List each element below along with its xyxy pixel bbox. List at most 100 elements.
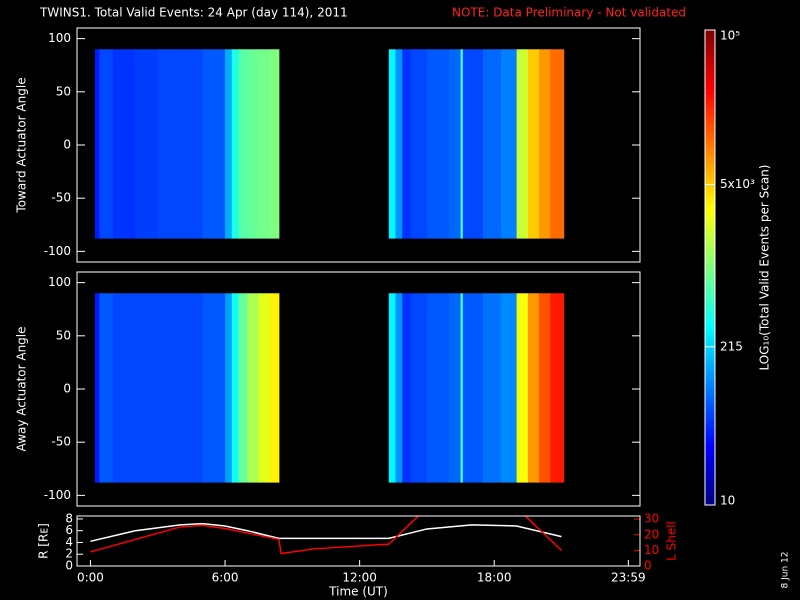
- colorbar-segment: [705, 493, 715, 498]
- heatmap-cell: [135, 49, 159, 239]
- axis-label: L Shell: [665, 521, 679, 561]
- heatmap-cell: [180, 293, 204, 483]
- colorbar-segment: [705, 109, 715, 114]
- colorbar-segment: [705, 93, 715, 98]
- colorbar-segment: [705, 406, 715, 411]
- y-tick-label: 0: [65, 559, 73, 573]
- colorbar-segment: [705, 247, 715, 253]
- y-axis-label: Toward Actuator Angle: [15, 77, 29, 213]
- x-tick-label: 18:00: [477, 571, 512, 585]
- colorbar-segment: [705, 425, 715, 431]
- colorbar-segment: [705, 433, 715, 439]
- heatmap-cell: [462, 49, 484, 239]
- heatmap-cell: [516, 293, 529, 483]
- heatmap-cell: [449, 293, 462, 483]
- heatmap-cell: [258, 49, 271, 239]
- heatmap-cell: [462, 293, 484, 483]
- y-tick-label: -100: [44, 244, 71, 258]
- colorbar-segment: [705, 453, 715, 458]
- colorbar-segment: [705, 259, 715, 265]
- colorbar-segment: [705, 204, 715, 209]
- y-tick-label: 0: [63, 138, 71, 152]
- heatmap-cell: [500, 49, 518, 239]
- colorbar-segment: [705, 394, 715, 399]
- frame: [76, 515, 641, 567]
- y-tick-label: 8: [65, 511, 73, 525]
- colorbar-segment: [705, 322, 715, 328]
- colorbar-segment: [705, 49, 715, 55]
- colorbar-segment: [705, 227, 715, 233]
- frame: [76, 271, 641, 507]
- colorbar-segment: [705, 251, 715, 257]
- colorbar-segment: [705, 85, 715, 90]
- colorbar-segment: [705, 473, 715, 478]
- colorbar-segment: [705, 188, 715, 193]
- colorbar-segment: [705, 469, 715, 474]
- colorbar-segment: [705, 398, 715, 403]
- heatmap-cell: [539, 49, 551, 239]
- colorbar-segment: [705, 366, 715, 371]
- heatmap-cell: [402, 293, 412, 483]
- colorbar-segment: [705, 295, 715, 300]
- colorbar-segment: [705, 374, 715, 379]
- colorbar-segment: [705, 200, 715, 205]
- heatmap-cell: [449, 49, 462, 239]
- heatmap-cell: [269, 293, 280, 483]
- colorbar-segment: [705, 81, 715, 86]
- colorbar-segment: [705, 97, 715, 102]
- colorbar-segment: [705, 172, 715, 177]
- heatmap-cell: [411, 293, 428, 483]
- colorbar-segment: [705, 489, 715, 494]
- colorbar-segment: [705, 386, 715, 391]
- heatmap-cell: [238, 49, 248, 239]
- colorbar-segment: [705, 477, 715, 482]
- colorbar-segment: [705, 121, 715, 126]
- colorbar-segment: [705, 429, 715, 435]
- colorbar-segment: [705, 437, 715, 443]
- colorbar-tick-label: 10: [720, 494, 735, 508]
- colorbar-segment: [705, 457, 715, 462]
- x-tick-label: 0:00: [77, 571, 104, 585]
- frame: [76, 27, 641, 263]
- colorbar-label: LOG₁₀(Total Valid Events per Scan): [758, 165, 772, 371]
- colorbar-segment: [705, 318, 715, 324]
- colorbar-segment: [705, 144, 715, 150]
- colorbar-segment: [705, 53, 715, 59]
- colorbar-segment: [705, 291, 715, 296]
- heatmap-cell: [395, 293, 403, 483]
- heatmap-cell: [247, 293, 260, 483]
- axis-label: R [Rᴇ]: [37, 523, 51, 559]
- heatmap-cell: [99, 293, 114, 483]
- colorbar-segment: [705, 303, 715, 308]
- heatmap-cell: [426, 49, 450, 239]
- colorbar-segment: [705, 402, 715, 407]
- heatmap-cell: [500, 293, 518, 483]
- y-tick-label: 0: [644, 559, 652, 573]
- colorbar-segment: [705, 128, 715, 134]
- colorbar-segment: [705, 220, 715, 225]
- y-tick-label: 6: [65, 523, 73, 537]
- heatmap-cell: [482, 49, 502, 239]
- heatmap-cell: [258, 293, 271, 483]
- colorbar-segment: [705, 334, 715, 340]
- heatmap-cell: [411, 49, 428, 239]
- colorbar-segment: [705, 465, 715, 470]
- heatmap-cell: [99, 49, 114, 239]
- colorbar-segment: [705, 223, 715, 229]
- heatmap-cell: [550, 293, 565, 483]
- heatmap-cell: [157, 293, 181, 483]
- colorbar-segment: [705, 390, 715, 395]
- colorbar-segment: [705, 168, 715, 173]
- colorbar-segment: [705, 184, 715, 189]
- colorbar-segment: [705, 410, 715, 415]
- colorbar-segment: [705, 65, 715, 71]
- colorbar-segment: [705, 271, 715, 276]
- colorbar-segment: [705, 164, 715, 170]
- colorbar-segment: [705, 231, 715, 237]
- colorbar-segment: [705, 346, 715, 352]
- colorbar-segment: [705, 338, 715, 344]
- heatmap-cell: [402, 49, 412, 239]
- colorbar-segment: [705, 358, 715, 363]
- heatmap-cell: [231, 49, 239, 239]
- colorbar-segment: [705, 136, 715, 142]
